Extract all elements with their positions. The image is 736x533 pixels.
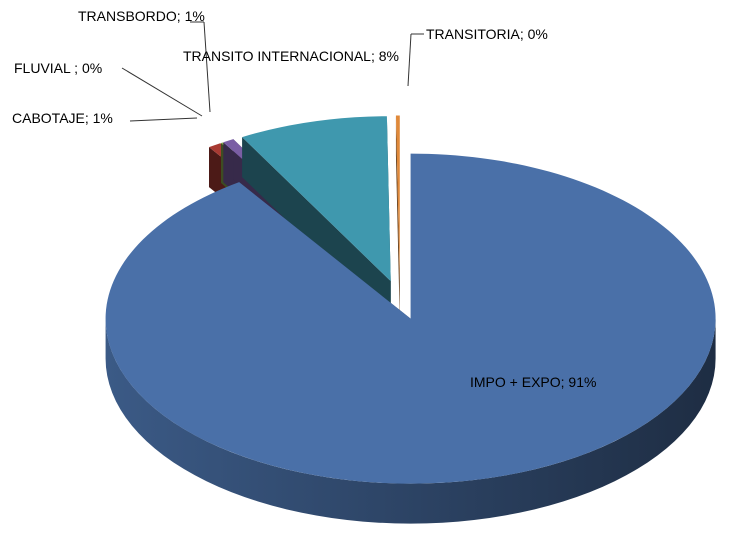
slice-top [242, 116, 391, 282]
leader-line [121, 67, 203, 117]
slice-side [105, 318, 716, 524]
data-label: TRANSITO INTERNACIONAL; 8% [182, 48, 399, 64]
slice-top [105, 153, 716, 484]
leader-line [407, 33, 412, 87]
slice-cut-face [395, 115, 400, 321]
leader-line [129, 117, 198, 122]
data-label: TRANSITORIA; 0% [426, 26, 548, 42]
leader-line [203, 21, 211, 113]
data-label: IMPO + EXPO; 91% [470, 374, 597, 390]
pie-slice [105, 153, 716, 524]
data-label: FLUVIAL ; 0% [14, 60, 103, 76]
pie-slice [395, 115, 400, 321]
data-label: CABOTAJE; 1% [12, 110, 113, 126]
slice-top [395, 115, 400, 281]
data-label: TRANSBORDO; 1% [78, 8, 205, 24]
